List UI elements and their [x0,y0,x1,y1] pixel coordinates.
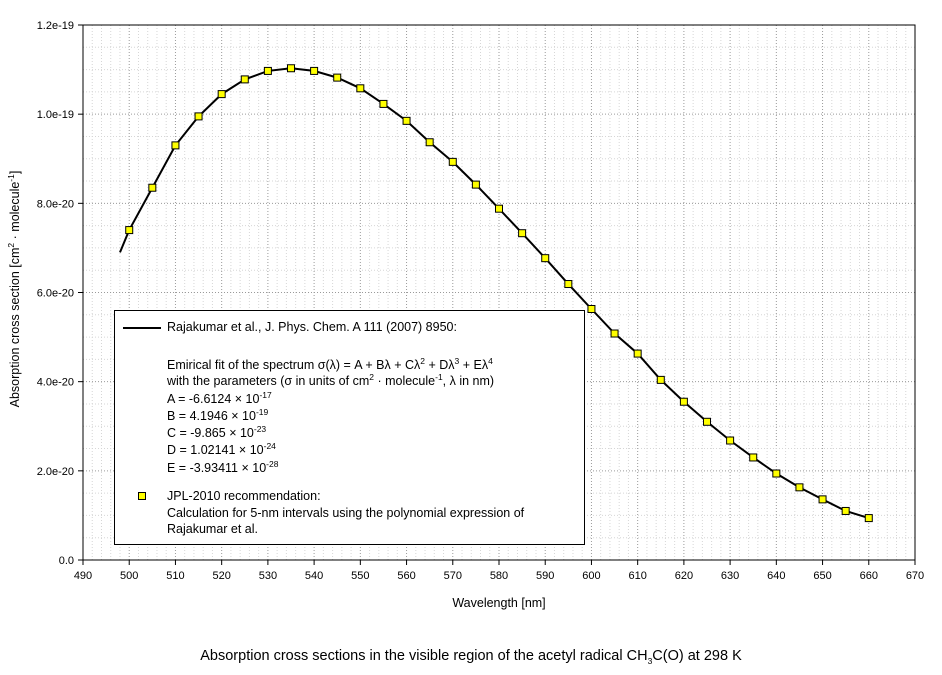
legend-marker-desc-1: Calculation for 5-nm intervals using the… [167,506,525,520]
legend: Rajakumar et al., J. Phys. Chem. A 111 (… [114,310,585,545]
x-tick-label: 580 [490,570,508,582]
data-point [656,375,665,384]
legend-param-d: D = 1.02141 × 10-24 [167,441,276,458]
data-point [518,229,527,238]
data-point [402,116,411,125]
series-line-rajakumar [119,67,870,520]
data-point [379,99,388,108]
data-point [425,138,434,147]
legend-line-swatch [123,327,161,329]
x-tick-label: 550 [351,570,369,582]
data-point [679,397,688,406]
x-tick-label: 500 [120,570,138,582]
legend-param-b: B = 4.1946 × 10-19 [167,407,269,424]
data-point [772,469,781,478]
x-tick-label: 560 [397,570,415,582]
legend-fit-units: with the parameters (σ in units of cm2 ·… [167,372,495,389]
data-point [217,90,226,99]
series-markers-jpl [125,64,873,523]
x-axis-label: Wavelength [nm] [452,596,545,610]
y-tick-label: 2.0e-20 [37,466,74,478]
x-tick-label: 630 [721,570,739,582]
x-tick-label: 610 [628,570,646,582]
data-point [726,436,735,445]
y-tick-label: 1.0e-19 [37,109,74,121]
data-point [148,183,157,192]
data-point [240,75,249,84]
x-tick-label: 590 [536,570,554,582]
data-point [587,304,596,313]
x-axis: 490 500 510 520 530 540 550 560 570 580 590 600 610 6… [74,560,924,582]
y-tick-label: 1.2e-19 [37,20,74,32]
data-point [564,280,573,289]
data-point [749,453,758,462]
data-point [471,180,480,189]
x-tick-label: 640 [767,570,785,582]
x-tick-label: 660 [860,570,878,582]
y-axis: 0.0 2.0e-20 4.0e-20 6.0e-20 8.0e-20 1.0e-19 1.… [37,20,83,567]
data-point [541,254,550,263]
data-point [495,204,503,213]
data-point [287,64,295,73]
x-tick-label: 600 [582,570,600,582]
legend-fit-formula: Emirical fit of the spectrum σ(λ) = A + … [167,356,493,373]
data-point [310,66,319,75]
y-tick-label: 8.0e-20 [37,198,74,210]
y-tick-label: 6.0e-20 [37,288,74,300]
x-tick-label: 670 [906,570,924,582]
legend-marker-label: JPL-2010 recommendation: [167,489,321,503]
y-axis-label: Absorption cross section [cm2 · molecule… [6,171,22,408]
data-point [333,73,342,82]
y-tick-label: 0.0 [59,555,74,567]
legend-param-a: A = -6.6124 × 10-17 [167,390,272,407]
legend-param-e: E = -3.93411 × 10-28 [167,459,279,476]
data-point [263,66,272,75]
data-point [125,226,134,235]
legend-param-c: C = -9.865 × 10-23 [167,424,267,441]
x-tick-label: 540 [305,570,323,582]
x-tick-label: 520 [212,570,230,582]
legend-line-label: Rajakumar et al., J. Phys. Chem. A 111 (… [167,320,457,334]
data-point [703,417,711,426]
x-tick-label: 510 [166,570,184,582]
data-point [864,514,873,523]
data-point [171,141,180,150]
data-point [795,483,804,492]
x-tick-label: 530 [259,570,277,582]
data-point [841,506,850,515]
data-point [194,112,203,121]
x-tick-label: 620 [675,570,693,582]
data-point [633,349,642,358]
y-tick-label: 4.0e-20 [37,377,74,389]
legend-marker-swatch [138,492,146,500]
data-point [356,84,365,93]
data-point [610,329,619,338]
data-point [818,495,827,504]
legend-marker-desc-2: Rajakumar et al. [167,522,259,536]
x-tick-label: 570 [444,570,462,582]
data-point [448,157,457,166]
x-tick-label: 490 [74,570,92,582]
figure-caption: Absorption cross sections in the visible… [200,648,742,666]
x-tick-label: 650 [813,570,831,582]
